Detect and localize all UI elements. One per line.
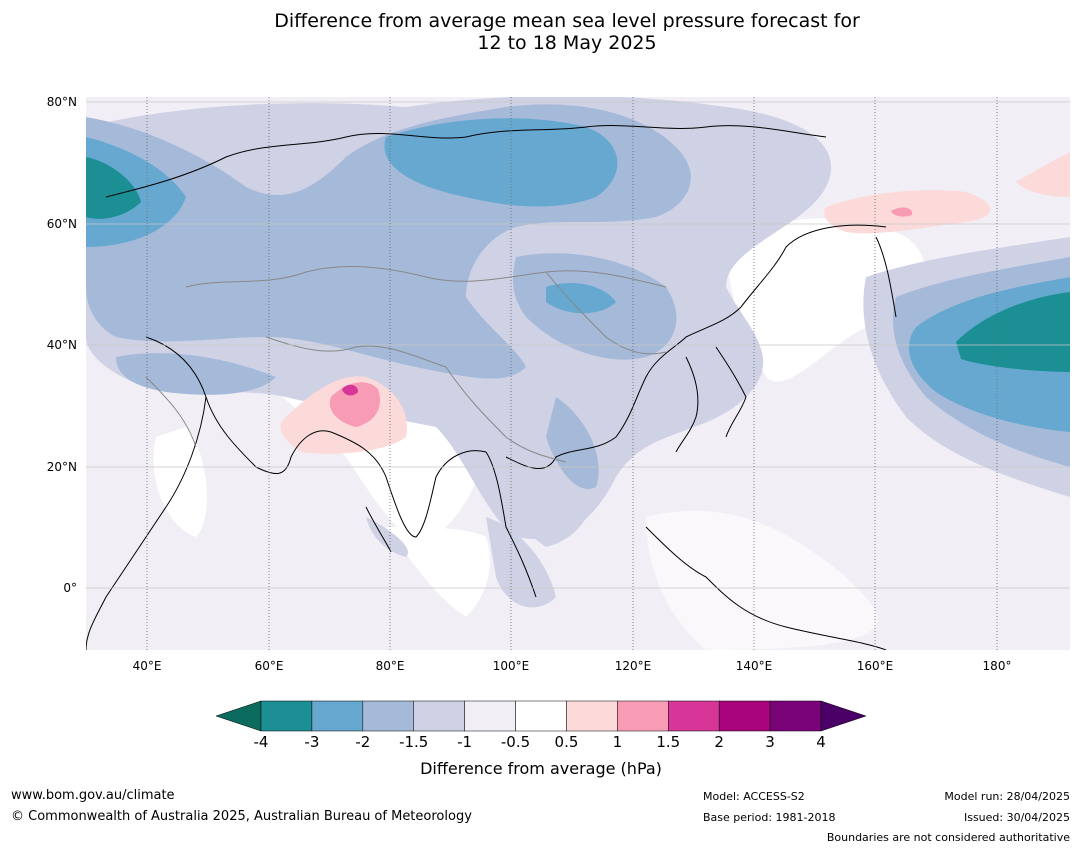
lon-label-100e: 100°E <box>492 659 530 673</box>
colorbar-tick-label: 0.5 <box>554 733 579 751</box>
lon-label-120e: 120°E <box>614 659 652 673</box>
colorbar-extend-max <box>820 700 866 732</box>
colorbar <box>216 700 866 732</box>
lon-label-40e: 40°E <box>132 659 162 673</box>
colorbar-bin <box>617 700 669 732</box>
coastlines <box>86 125 897 650</box>
copyright-text: © Commonwealth of Australia 2025, Austra… <box>11 809 472 824</box>
issued-date: Issued: 30/04/2025 <box>963 811 1070 824</box>
country-boundaries <box>145 266 667 463</box>
colorbar-extend-min <box>216 700 262 732</box>
latitude-gridlines <box>86 101 1070 589</box>
colorbar-tick-label: -0.5 <box>500 733 531 751</box>
colorbar-tick-label: 1.5 <box>656 733 681 751</box>
lat-label-40n: 40°N <box>46 338 77 352</box>
colorbar-bin <box>362 700 414 732</box>
website-link[interactable]: www.bom.gov.au/climate <box>11 788 175 803</box>
title-line-2: 12 to 18 May 2025 <box>477 32 657 54</box>
colorbar-bin <box>464 700 516 732</box>
model-name: Model: ACCESS-S2 <box>703 790 805 803</box>
lon-label-160e: 160°E <box>856 659 894 673</box>
colorbar-tick-label: -4 <box>253 733 269 751</box>
colorbar-bin <box>413 700 465 732</box>
colorbar-bin <box>718 700 771 732</box>
colorbar-tick-label: -2 <box>355 733 371 751</box>
colorbar-tick-label: 4 <box>816 733 826 751</box>
colorbar-bin <box>769 700 822 732</box>
colorbar-bin <box>260 700 313 732</box>
longitude-gridlines <box>146 97 998 650</box>
lat-label-0: 0° <box>63 581 77 595</box>
pressure-anomaly-map <box>86 97 1070 650</box>
boundaries-disclaimer: Boundaries are not considered authoritat… <box>826 831 1070 844</box>
anomaly-band-minus-3 <box>86 157 1070 372</box>
lon-label-60e: 60°E <box>254 659 284 673</box>
colorbar-tick-label: 2 <box>714 733 724 751</box>
colorbar-tick-label: -1.5 <box>399 733 429 751</box>
positive-anomalies <box>280 152 1070 454</box>
colorbar-tick-label: 1 <box>612 733 623 751</box>
colorbar-label: Difference from average (hPa) <box>420 759 662 778</box>
lon-label-140e: 140°E <box>735 659 773 673</box>
model-run-date: Model run: 28/04/2025 <box>944 790 1070 803</box>
title-line-1: Difference from average mean sea level p… <box>274 10 860 32</box>
map-title: Difference from average mean sea level p… <box>0 10 1081 54</box>
colorbar-bin <box>668 700 720 732</box>
lon-label-180: 180° <box>982 659 1012 673</box>
colorbar-bin <box>311 700 364 732</box>
colorbar-tick-label: -3 <box>304 733 320 751</box>
colorbar-bin <box>515 700 567 732</box>
lat-label-20n: 20°N <box>46 460 77 474</box>
colorbar-bin <box>566 700 618 732</box>
colorbar-tick-label: 3 <box>765 733 775 751</box>
colorbar-tick-label: -1 <box>457 733 473 751</box>
lon-label-80e: 80°E <box>375 659 405 673</box>
lat-label-80n: 80°N <box>46 95 77 109</box>
map-canvas <box>86 97 1070 650</box>
lat-label-60n: 60°N <box>46 217 77 231</box>
base-period: Base period: 1981-2018 <box>703 811 836 824</box>
